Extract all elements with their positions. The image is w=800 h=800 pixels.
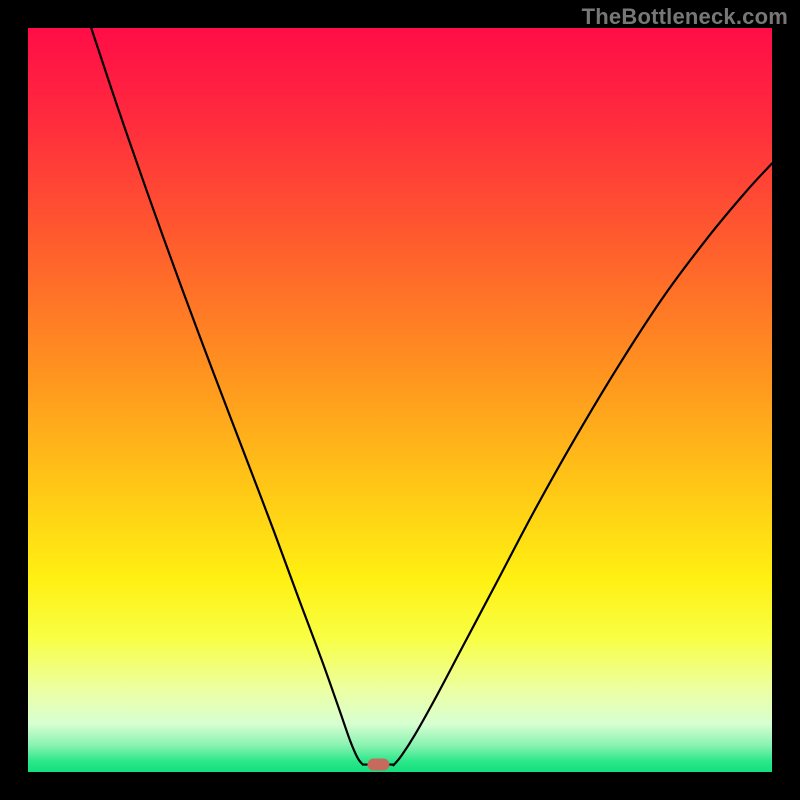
bottleneck-chart [0, 0, 800, 800]
plot-background [28, 28, 772, 772]
watermark-text: TheBottleneck.com [582, 4, 788, 30]
chart-container: TheBottleneck.com [0, 0, 800, 800]
bottleneck-marker [367, 759, 389, 771]
